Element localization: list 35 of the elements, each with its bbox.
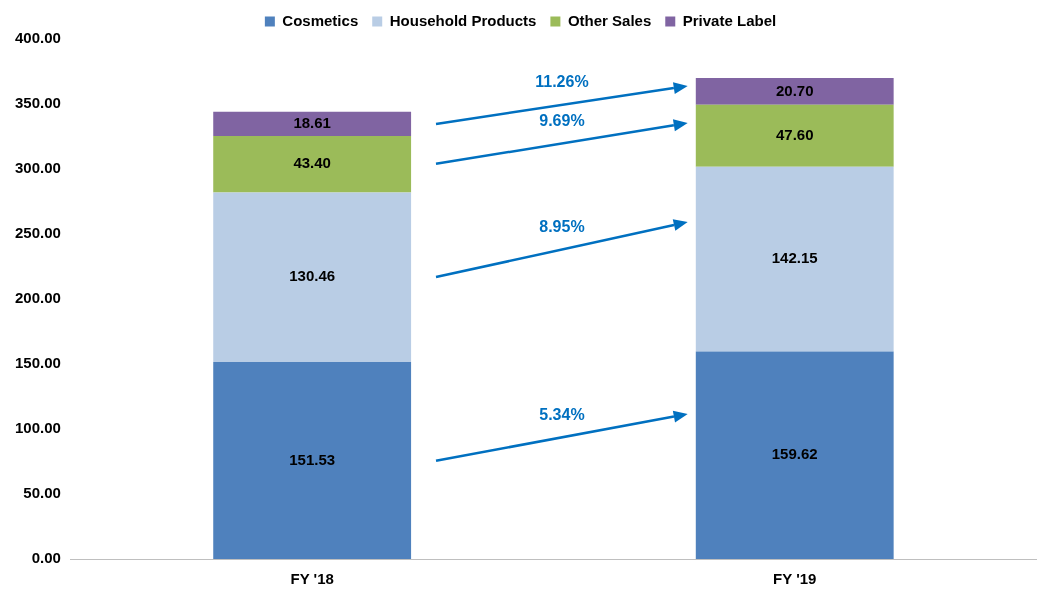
- bar: [695, 77, 894, 105]
- y-tick-label: 300.00: [14, 159, 61, 177]
- data-label: 43.40: [293, 154, 331, 172]
- y-tick-label: 50.00: [23, 484, 61, 502]
- legend-label: Private Label: [682, 11, 777, 29]
- annotation: 8.95%: [539, 218, 585, 236]
- data-label: 142.15: [771, 249, 818, 267]
- bar: [213, 111, 412, 136]
- y-tick-label: 200.00: [14, 289, 61, 307]
- legend-label: Cosmetics: [282, 11, 359, 29]
- data-label: 47.60: [775, 125, 814, 143]
- legend-label: Other Sales: [567, 11, 652, 29]
- bar: [213, 362, 412, 559]
- y-tick-label: 100.00: [14, 419, 61, 437]
- y-tick-label: 350.00: [14, 94, 61, 112]
- annotation: 11.26%: [535, 73, 589, 91]
- data-label: 130.46: [289, 267, 336, 285]
- annotation: 5.34%: [539, 405, 585, 423]
- data-label: 159.62: [771, 445, 818, 463]
- bar: [695, 166, 894, 352]
- data-label: 20.70: [775, 81, 814, 99]
- bar: [213, 192, 412, 363]
- bar: [695, 104, 894, 167]
- y-tick-label: 400.00: [14, 29, 61, 47]
- bar: [213, 135, 412, 193]
- data-label: 18.61: [293, 114, 331, 132]
- bar: [695, 351, 894, 559]
- x-tick-label: FY '19: [773, 570, 817, 588]
- y-tick-label: 0.00: [31, 549, 61, 567]
- y-tick-label: 150.00: [14, 354, 61, 372]
- x-tick-label: FY '18: [290, 570, 334, 588]
- legend-label: Household Products: [389, 11, 537, 29]
- annotation: 9.69%: [539, 112, 585, 130]
- data-label: 151.53: [289, 450, 336, 468]
- y-tick-label: 250.00: [14, 224, 61, 242]
